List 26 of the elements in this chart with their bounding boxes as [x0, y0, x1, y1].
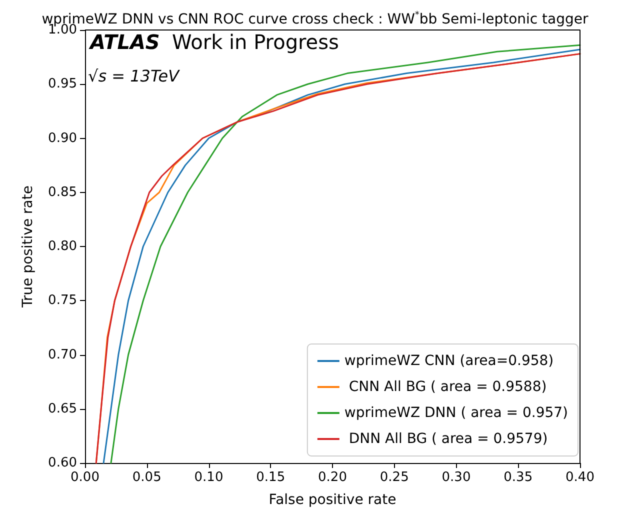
annotation: Work in Progress: [172, 30, 339, 54]
x-tick-label: 0.10: [194, 470, 224, 485]
legend-label: CNN All BG ( area = 0.9588): [344, 379, 547, 395]
x-tick-label: 0.25: [380, 470, 409, 485]
x-tick-label: 0.40: [566, 470, 594, 485]
y-tick-label: 0.75: [48, 293, 77, 308]
y-tick-label: 0.90: [48, 130, 77, 146]
x-axis-title: False positive rate: [268, 492, 396, 508]
annotation: √s = 13TeV: [88, 66, 180, 86]
x-tick-label: 0.15: [256, 470, 286, 485]
y-tick-label: 0.60: [48, 456, 77, 470]
x-tick-label: 0.30: [442, 470, 471, 485]
y-tick-label: 0.85: [48, 184, 77, 200]
legend-label: wprimeWZ CNN (area=0.958): [344, 353, 554, 369]
x-tick-label: 0.05: [132, 470, 162, 485]
y-tick-label: 0.65: [48, 401, 77, 416]
annotation: ATLAS: [88, 30, 160, 54]
legend-label: DNN All BG ( area = 0.9579): [344, 431, 548, 447]
y-tick-label: 0.70: [48, 347, 77, 362]
x-tick-label: 0.20: [318, 470, 347, 485]
y-axis-title: True positive rate: [20, 186, 36, 308]
y-tick-label: 0.95: [48, 76, 77, 92]
x-tick-label: 0.00: [70, 470, 100, 485]
y-tick-label: 0.80: [48, 239, 77, 254]
legend-label: wprimeWZ DNN ( area = 0.957): [344, 405, 568, 421]
x-tick-label: 0.35: [504, 470, 533, 485]
